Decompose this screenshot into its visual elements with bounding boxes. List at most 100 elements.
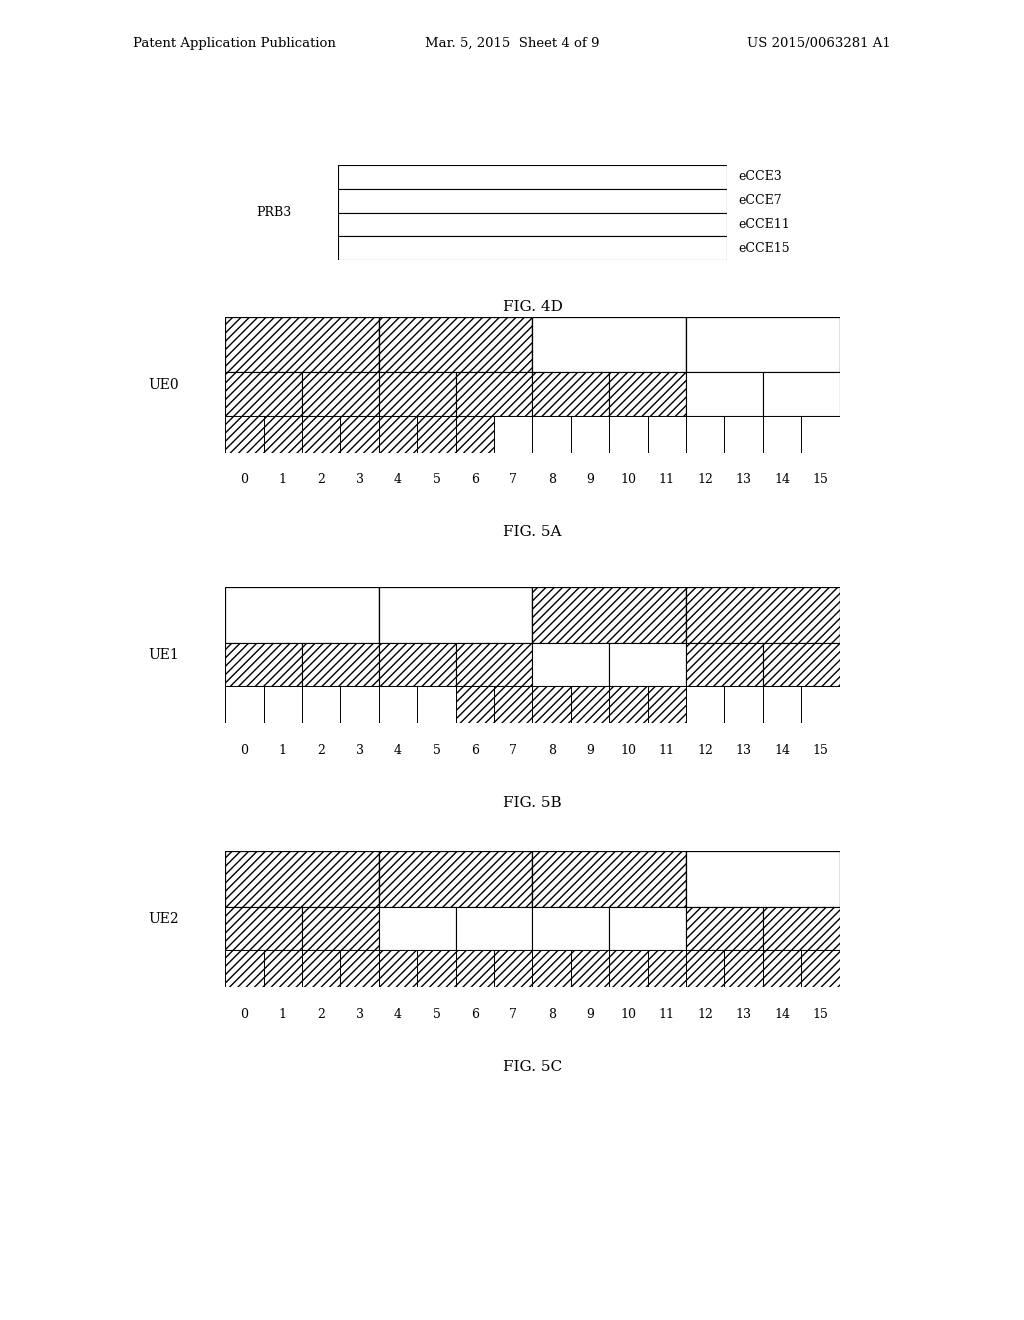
Text: 13: 13	[735, 743, 752, 756]
Bar	[802, 686, 840, 723]
Text: 1: 1	[279, 1007, 287, 1020]
Bar	[340, 950, 379, 987]
Text: 4: 4	[394, 473, 402, 486]
Text: 7: 7	[509, 473, 517, 486]
Text: 10: 10	[621, 743, 637, 756]
Bar	[379, 686, 418, 723]
Text: eCCE3: eCCE3	[738, 170, 782, 183]
Text: 6: 6	[471, 743, 479, 756]
Bar	[456, 686, 495, 723]
Text: UE2: UE2	[148, 912, 179, 927]
Bar	[763, 907, 840, 950]
Bar	[571, 686, 609, 723]
Text: 14: 14	[774, 473, 791, 486]
Text: 1: 1	[279, 473, 287, 486]
Bar	[379, 587, 532, 643]
Bar	[225, 372, 302, 416]
Bar	[532, 372, 609, 416]
Bar	[338, 236, 727, 260]
Bar	[225, 686, 264, 723]
Text: 9: 9	[586, 743, 594, 756]
Bar	[763, 686, 802, 723]
Text: 15: 15	[812, 1007, 828, 1020]
Bar	[686, 372, 763, 416]
Text: 10: 10	[621, 473, 637, 486]
Bar	[763, 372, 840, 416]
Bar	[456, 643, 532, 686]
Text: 7: 7	[509, 1007, 517, 1020]
Bar	[495, 416, 532, 453]
Text: 8: 8	[548, 743, 556, 756]
Bar	[648, 950, 686, 987]
Text: 2: 2	[317, 1007, 326, 1020]
Bar	[225, 851, 379, 907]
Bar	[379, 317, 532, 372]
Text: FIG. 4D: FIG. 4D	[503, 300, 562, 314]
Bar	[532, 686, 571, 723]
Text: UE0: UE0	[148, 378, 179, 392]
Bar	[379, 643, 456, 686]
Bar	[532, 587, 686, 643]
Text: 6: 6	[471, 473, 479, 486]
Bar	[340, 416, 379, 453]
Bar	[338, 189, 727, 213]
Bar	[609, 686, 648, 723]
Bar	[686, 851, 840, 907]
Text: 11: 11	[658, 1007, 675, 1020]
Bar	[802, 416, 840, 453]
Text: 7: 7	[509, 743, 517, 756]
Text: 4: 4	[394, 1007, 402, 1020]
Bar	[340, 686, 379, 723]
Bar	[648, 686, 686, 723]
Bar	[609, 950, 648, 987]
Bar	[532, 643, 609, 686]
Text: 14: 14	[774, 1007, 791, 1020]
Bar	[686, 686, 725, 723]
Text: 3: 3	[355, 1007, 364, 1020]
Bar	[686, 317, 840, 372]
Text: 11: 11	[658, 743, 675, 756]
Text: 2: 2	[317, 743, 326, 756]
Bar	[379, 907, 456, 950]
Text: 3: 3	[355, 743, 364, 756]
Text: US 2015/0063281 A1: US 2015/0063281 A1	[748, 37, 891, 50]
Text: 13: 13	[735, 473, 752, 486]
Bar	[609, 372, 686, 416]
Text: 1: 1	[279, 743, 287, 756]
Text: 15: 15	[812, 743, 828, 756]
Bar	[802, 950, 840, 987]
Text: 10: 10	[621, 1007, 637, 1020]
Text: FIG. 5C: FIG. 5C	[503, 1060, 562, 1074]
Bar	[302, 907, 379, 950]
Bar	[225, 317, 379, 372]
Bar	[686, 907, 763, 950]
Bar	[571, 416, 609, 453]
Text: 5: 5	[432, 1007, 440, 1020]
Text: 13: 13	[735, 1007, 752, 1020]
Bar	[379, 851, 532, 907]
Bar	[338, 165, 727, 189]
Bar	[302, 643, 379, 686]
Bar	[225, 907, 302, 950]
Text: FIG. 5B: FIG. 5B	[503, 796, 562, 810]
Bar	[264, 416, 302, 453]
Bar	[418, 686, 456, 723]
Bar	[264, 950, 302, 987]
Bar	[418, 950, 456, 987]
Text: 0: 0	[241, 473, 249, 486]
Bar	[686, 416, 725, 453]
Bar	[532, 416, 571, 453]
Bar	[609, 643, 686, 686]
Bar	[456, 907, 532, 950]
Text: eCCE7: eCCE7	[738, 194, 782, 207]
Bar	[725, 416, 763, 453]
Bar	[302, 686, 340, 723]
Text: 0: 0	[241, 1007, 249, 1020]
Text: 11: 11	[658, 473, 675, 486]
Text: Mar. 5, 2015  Sheet 4 of 9: Mar. 5, 2015 Sheet 4 of 9	[425, 37, 599, 50]
Text: Patent Application Publication: Patent Application Publication	[133, 37, 336, 50]
Text: 8: 8	[548, 1007, 556, 1020]
Text: 9: 9	[586, 473, 594, 486]
Text: eCCE11: eCCE11	[738, 218, 791, 231]
Text: 5: 5	[432, 473, 440, 486]
